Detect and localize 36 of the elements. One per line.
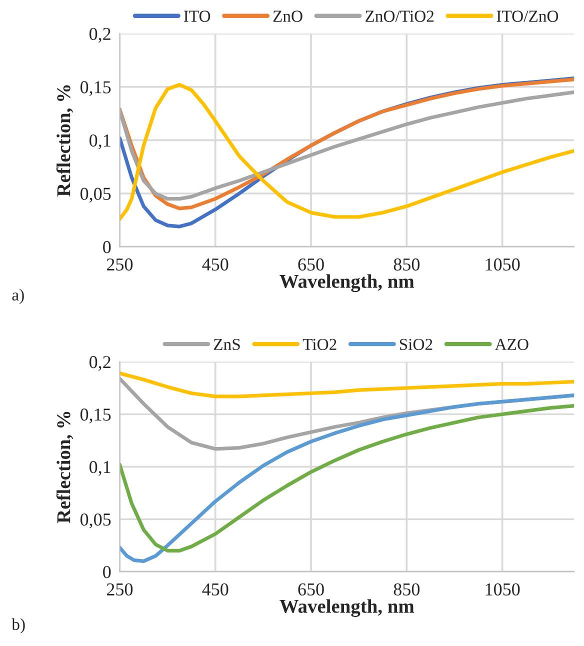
- y-tick-label: 0,15: [80, 81, 111, 96]
- legend-label: ZnO/TiO2: [365, 10, 434, 22]
- x-tick-label: 450: [202, 258, 228, 271]
- legend-label: TiO2: [302, 338, 336, 350]
- text: b): [12, 618, 25, 634]
- legend-label: ZnS: [214, 338, 240, 350]
- x-tick-label: 450: [202, 583, 228, 596]
- y-tick-label: 0: [103, 241, 111, 254]
- y-tick-label: 0,05: [80, 513, 111, 528]
- legend-label: AZO: [494, 338, 528, 350]
- x-tick-label: 850: [394, 583, 420, 596]
- legend-label: ITO/ZnO: [496, 10, 558, 22]
- x-axis-title: Wavelength, nm: [280, 599, 414, 617]
- legend-label: SiO2: [400, 338, 432, 350]
- line-series: [120, 90, 574, 201]
- legend-label: ITO: [184, 10, 210, 22]
- text: a): [12, 288, 24, 304]
- legend-label: ZnO: [273, 10, 302, 22]
- x-tick-label: 650: [298, 258, 324, 271]
- x-tick-label: 1050: [486, 583, 520, 596]
- x-tick-label: 650: [298, 583, 324, 596]
- y-tick-label: 0,1: [90, 460, 110, 476]
- x-tick-label: 1050: [486, 258, 520, 271]
- x-tick-label: 250: [106, 258, 133, 271]
- y-axis-title: Reflection, %: [56, 412, 74, 524]
- y-tick-label: 0,1: [90, 134, 110, 150]
- x-tick-label: 250: [106, 583, 133, 596]
- y-tick-label: 0,2: [90, 28, 110, 43]
- x-tick-label: 850: [394, 258, 420, 271]
- y-tick-label: 0: [103, 566, 111, 578]
- line-series: [120, 372, 574, 398]
- y-axis-title: Reflection, %: [56, 85, 74, 197]
- x-axis-title: Wavelength, nm: [280, 274, 414, 292]
- y-tick-label: 0,15: [80, 408, 111, 424]
- y-tick-label: 0,2: [90, 356, 110, 371]
- y-tick-label: 0,05: [80, 188, 111, 203]
